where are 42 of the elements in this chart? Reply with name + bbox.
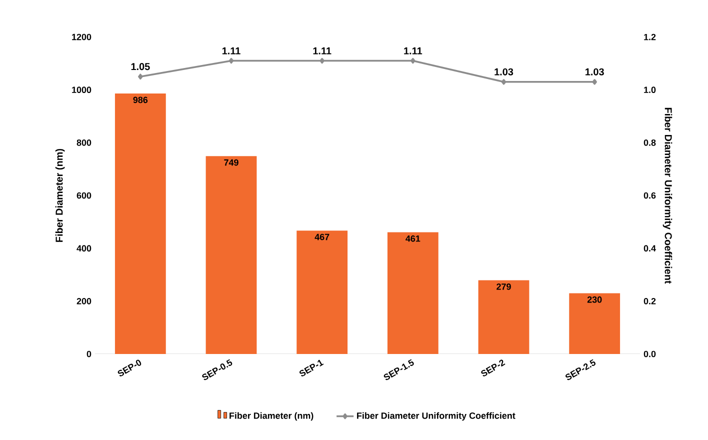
y2-tick-label: 0.8 (644, 139, 656, 146)
bar (387, 232, 438, 354)
data-label: 461 (406, 235, 420, 242)
y-tick-label: 0 (86, 350, 92, 358)
bar (569, 293, 620, 354)
y-tick-label: 1200 (72, 34, 92, 40)
data-label: 467 (314, 234, 330, 240)
y2-tick-label: 0.4 (644, 245, 656, 252)
point (410, 58, 416, 64)
y-tick-label: 600 (76, 192, 92, 199)
y2-axis-title: Fiber Diameter Uniformity Coefficient (662, 108, 672, 284)
point (320, 58, 324, 64)
legend-label: Fiber Diameter Uniformity Coefficient (357, 412, 516, 421)
y2-tick-label: 1.0 (644, 86, 656, 94)
data-label: 230 (587, 296, 602, 303)
point (228, 58, 234, 64)
y-tick-label: 1000 (72, 86, 92, 94)
data-label: 1.05 (131, 63, 150, 70)
y-tick-label: 400 (76, 245, 92, 252)
data-label: 1.03 (494, 68, 514, 76)
data-label: 986 (133, 96, 148, 104)
bar (114, 94, 166, 354)
y2-tick-label: 0.6 (644, 192, 656, 199)
bar (206, 156, 257, 354)
legend-label: Fiber Diameter (nm) (230, 412, 314, 421)
y-axis-title: Fiber Diameter (nm) (55, 148, 65, 242)
point (501, 79, 506, 85)
y2-tick-label: 1.2 (644, 34, 656, 40)
data-label: 749 (224, 159, 238, 166)
data-label: 1.11 (222, 47, 240, 54)
y2-tick-label: 0.2 (644, 298, 656, 304)
data-label: 1.11 (313, 47, 332, 54)
bar (478, 280, 530, 354)
data-label: 1.03 (586, 68, 604, 76)
data-label: 1.11 (404, 47, 422, 54)
y-tick-label: 200 (76, 298, 92, 304)
bar (296, 230, 348, 354)
point (138, 74, 143, 80)
y-tick-label: 800 (76, 139, 92, 146)
data-label: 279 (496, 283, 511, 290)
point (592, 79, 597, 85)
y2-tick-label: 0.0 (644, 350, 656, 358)
